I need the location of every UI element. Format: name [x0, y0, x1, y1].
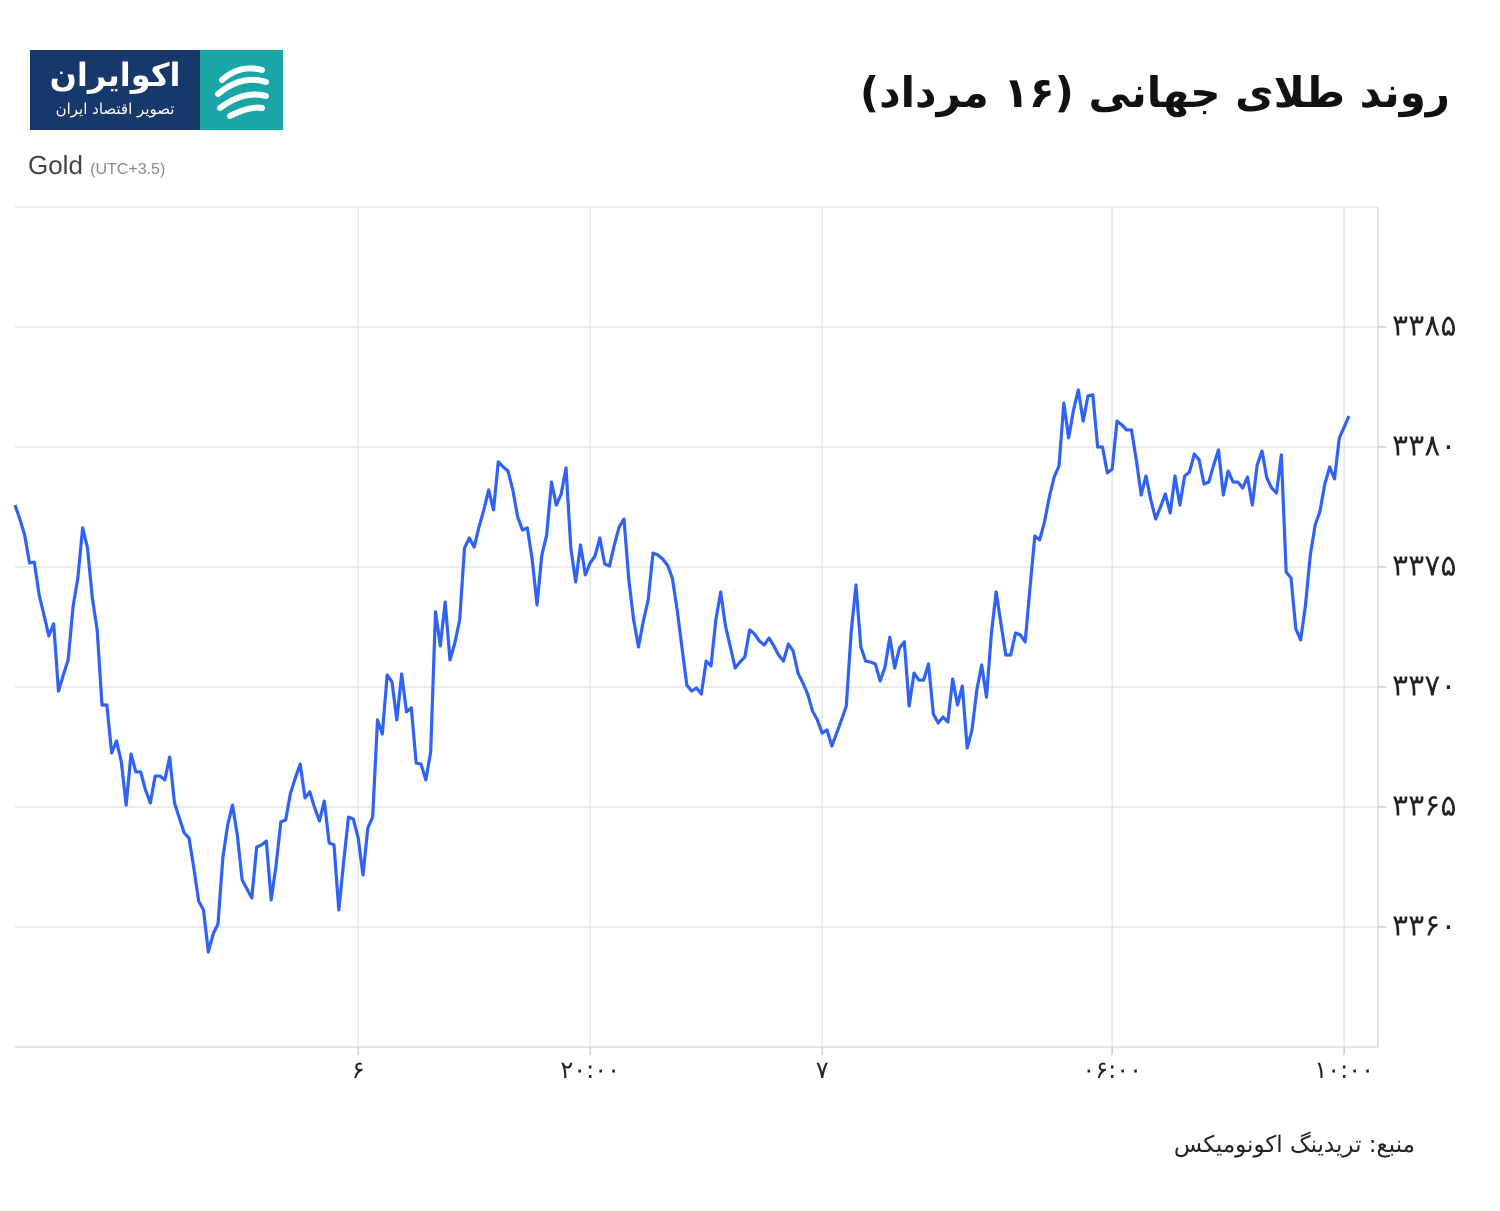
x-tick-label: ۷	[816, 1056, 829, 1084]
logo-name: اکوایران	[49, 56, 181, 94]
x-tick-label: ۶	[352, 1056, 365, 1084]
series-label: Gold (UTC+3.5)	[28, 150, 165, 181]
y-tick-label: ۳۳۸۰	[1392, 429, 1456, 464]
timezone: (UTC+3.5)	[90, 161, 166, 178]
x-tick-label: ۰۶:۰۰	[1082, 1056, 1142, 1084]
y-tick-label: ۳۳۷۰	[1392, 669, 1456, 704]
source: منبع: تریدینگ اکونومیکس	[1173, 1132, 1415, 1158]
logo-panel	[30, 50, 200, 130]
series-name: Gold	[28, 150, 83, 180]
chart-title: روند طلای جهانی (۱۶ مرداد)	[859, 68, 1450, 117]
price-line	[13, 388, 1351, 954]
y-tick-label: ۳۳۶۵	[1392, 789, 1456, 824]
logo-tagline: تصویر اقتصاد ایران	[55, 100, 175, 118]
logo-icon	[200, 50, 283, 130]
logo: اکوایران تصویر اقتصاد ایران	[30, 50, 283, 130]
y-tick-label: ۳۳۷۵	[1392, 549, 1456, 584]
y-tick-label: ۳۳۸۵	[1392, 309, 1456, 344]
y-tick-label: ۳۳۶۰	[1392, 909, 1456, 944]
x-tick-label: ۱۰:۰۰	[1314, 1056, 1374, 1084]
x-tick-label: ۲۰:۰۰	[560, 1056, 620, 1084]
